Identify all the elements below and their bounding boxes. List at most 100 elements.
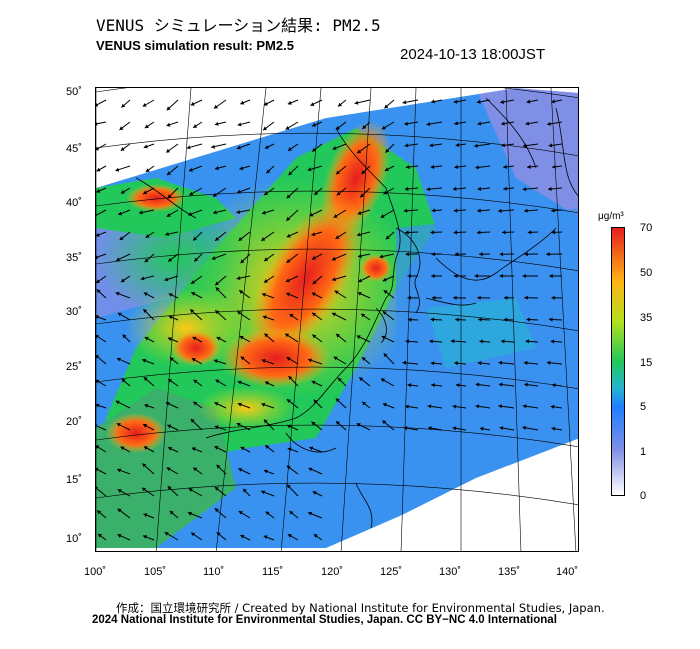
wind-arrowhead — [238, 468, 243, 472]
wind-arrowhead — [549, 317, 553, 322]
wind-arrowhead — [96, 146, 99, 151]
wind-arrowhead — [144, 336, 149, 341]
wind-arrowhead — [407, 295, 411, 300]
wind-arrowhead — [193, 124, 198, 128]
wind-arrowhead — [164, 532, 169, 536]
wind-arrowhead — [264, 333, 269, 338]
wind-arrowhead — [263, 469, 268, 474]
wind-arrowhead — [117, 312, 122, 317]
wind-arrowhead — [498, 382, 503, 387]
wind-arrowhead — [450, 339, 455, 344]
wind-arrowhead — [287, 424, 291, 429]
wind-arrowhead — [551, 208, 555, 213]
wind-arrowhead — [337, 377, 342, 382]
wind-arrowhead — [405, 252, 409, 257]
colorbar-tick-0: 0 — [640, 490, 647, 502]
wind-arrowhead — [192, 336, 197, 341]
wind-arrow — [96, 253, 107, 259]
wind-arrowhead — [379, 254, 384, 259]
wind-arrowhead — [455, 317, 459, 322]
wind-arrowhead — [191, 532, 196, 537]
wind-arrowhead — [551, 99, 555, 104]
wind-arrowhead — [335, 398, 340, 403]
wind-arrowhead — [264, 381, 269, 386]
wind-arrowhead — [549, 273, 553, 278]
wind-arrowhead — [261, 210, 266, 215]
credit-line-1: 作成：国立環境研究所 / Created by National Institu… — [116, 601, 605, 615]
wind-arrowhead — [188, 212, 193, 216]
wind-arrowhead — [385, 148, 390, 153]
wind-arrowhead — [215, 310, 220, 315]
wind-arrowhead — [96, 279, 101, 283]
lon-label-115: 115˚ — [262, 566, 284, 578]
wind-arrowhead — [165, 232, 169, 236]
wind-arrowhead — [311, 421, 316, 426]
wind-arrowhead — [167, 424, 172, 429]
wind-arrowhead — [503, 317, 508, 322]
wind-arrowhead — [479, 339, 483, 344]
wind-arrowhead — [405, 339, 409, 344]
wind-arrowhead — [188, 488, 193, 492]
wind-arrowhead — [501, 339, 505, 344]
wind-arrowhead — [186, 145, 191, 150]
wind-arrowhead — [310, 102, 315, 106]
wind-arrowhead — [145, 234, 150, 238]
wind-arrowhead — [215, 287, 220, 292]
pm25-map[interactable] — [95, 87, 579, 552]
wind-arrowhead — [119, 126, 124, 130]
wind-arrowhead — [239, 336, 244, 340]
wind-arrowhead — [214, 487, 219, 491]
wind-arrowhead — [430, 317, 435, 322]
title-english: VENUS simulation result: PM2.5 — [96, 38, 294, 53]
wind-arrowhead — [262, 292, 266, 297]
wind-arrowhead — [143, 446, 148, 450]
wind-arrowhead — [361, 357, 366, 361]
wind-arrowhead — [213, 359, 218, 364]
wind-arrowhead — [116, 423, 121, 427]
wind-arrowhead — [453, 295, 457, 300]
wind-arrowhead — [361, 170, 366, 174]
wind-arrowhead — [475, 382, 480, 387]
wind-arrowhead — [475, 404, 480, 409]
lat-label-20: 20˚ — [66, 416, 82, 428]
wind-arrowhead — [382, 420, 387, 425]
wind-arrowhead — [240, 356, 245, 361]
wind-arrowhead — [546, 360, 551, 365]
wind-arrowhead — [550, 339, 555, 344]
wind-arrowhead — [263, 419, 268, 424]
wind-arrowhead — [188, 511, 192, 516]
wind-arrowhead — [117, 489, 122, 493]
wind-arrowhead — [191, 280, 195, 284]
lon-label-140: 140˚ — [556, 566, 579, 578]
wind-arrowhead — [96, 167, 101, 172]
wind-arrowhead — [214, 402, 219, 406]
wind-arrowhead — [288, 376, 293, 380]
wind-arrowhead — [266, 169, 271, 174]
wind-arrowhead — [166, 106, 171, 111]
wind-arrowhead — [117, 508, 122, 513]
wind-arrowhead — [454, 252, 459, 257]
wind-arrowhead — [142, 487, 146, 492]
wind-arrowhead — [525, 121, 530, 126]
wind-arrowhead — [429, 143, 434, 148]
title-japanese: VENUS シミュレーション結果: PM2.5 — [96, 16, 381, 35]
wind-arrowhead — [168, 315, 173, 320]
wind-arrowhead — [454, 164, 458, 169]
wind-arrowhead — [479, 252, 483, 257]
wind-arrowhead — [552, 383, 556, 388]
wind-arrowhead — [548, 186, 552, 191]
wind-arrowhead — [190, 101, 195, 106]
wind-arrowhead — [478, 317, 482, 322]
wind-arrowhead — [285, 278, 290, 283]
wind-arrowhead — [522, 273, 526, 278]
wind-arrowhead — [213, 210, 217, 215]
wind-arrowhead — [477, 295, 481, 300]
wind-arrowhead — [191, 447, 196, 451]
wind-arrowhead — [116, 357, 121, 362]
wind-arrowhead — [211, 144, 215, 149]
lon-label-130: 130˚ — [439, 566, 462, 578]
lon-label-100: 100˚ — [84, 566, 107, 578]
wind-arrowhead — [335, 235, 340, 239]
wind-arrowhead — [164, 277, 169, 282]
wind-arrowhead — [431, 383, 435, 388]
